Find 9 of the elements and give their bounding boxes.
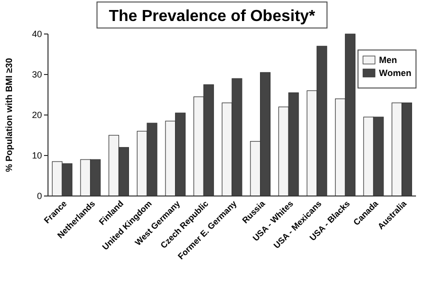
y-tick-label: 40 [32, 29, 42, 40]
y-axis-title: % Population with BMI ≥30 [4, 58, 14, 172]
y-tick-label: 10 [32, 150, 42, 161]
legend-label: Men [379, 55, 397, 66]
y-tick-label: 30 [32, 70, 42, 80]
legend-label: Women [379, 68, 412, 78]
y-tick-label: 0 [36, 191, 42, 202]
chart-title: The Prevalence of Obesity* [108, 8, 316, 25]
y-tick-label: 20 [32, 110, 42, 120]
